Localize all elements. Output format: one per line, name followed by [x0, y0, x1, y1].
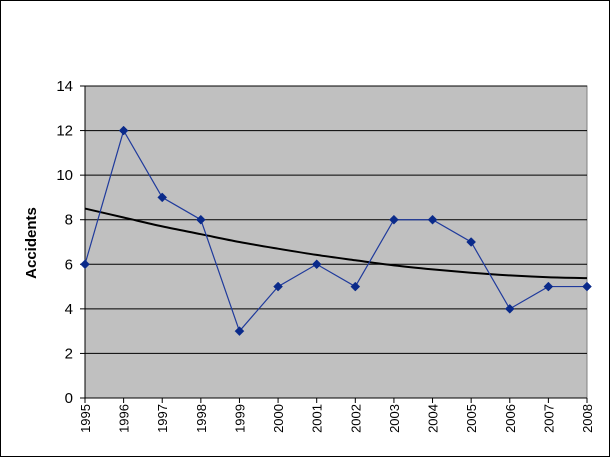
plot-area [84, 85, 588, 399]
data-point [389, 214, 399, 225]
x-tick-label: 2000 [271, 404, 286, 433]
data-point [582, 281, 592, 292]
y-tick-label: 6 [65, 256, 73, 273]
y-tick-label: 10 [56, 167, 73, 184]
data-point [427, 214, 438, 225]
y-tick-label: 14 [56, 78, 73, 95]
x-tick-label: 1998 [194, 404, 209, 433]
x-tick-label: 2008 [580, 404, 595, 433]
data-point [350, 281, 361, 292]
data-point [195, 214, 206, 225]
x-tick-label: 2003 [387, 404, 402, 433]
y-axis-title: Accidents [23, 207, 40, 279]
y-tick-label: 8 [65, 212, 73, 229]
data-point [311, 259, 322, 270]
x-tick-label: 1997 [155, 404, 170, 433]
series-line [84, 129, 587, 333]
data-point [543, 281, 554, 292]
y-tick-label: 12 [56, 123, 73, 140]
data-point [234, 326, 245, 336]
x-tick-label: 2001 [310, 404, 325, 433]
x-tick-label: 2002 [348, 404, 363, 433]
x-tick-label: 1999 [232, 404, 247, 433]
x-tick-label: 2004 [426, 404, 441, 433]
x-tick-label: 2006 [503, 404, 518, 433]
trendline [84, 207, 588, 280]
data-point [157, 192, 168, 203]
data-point [273, 281, 283, 292]
y-tick-label: 0 [65, 390, 73, 407]
data-point [118, 125, 129, 136]
data-point [80, 259, 90, 270]
x-tick-label: 2005 [464, 404, 479, 433]
y-tick-label: 4 [65, 301, 73, 318]
data-point [504, 304, 515, 314]
data-point [466, 237, 477, 247]
y-tick-label: 2 [65, 345, 73, 362]
x-tick-label: 1996 [117, 404, 132, 433]
x-tick-label: 2007 [541, 404, 556, 433]
x-tick-label: 1995 [78, 404, 93, 433]
